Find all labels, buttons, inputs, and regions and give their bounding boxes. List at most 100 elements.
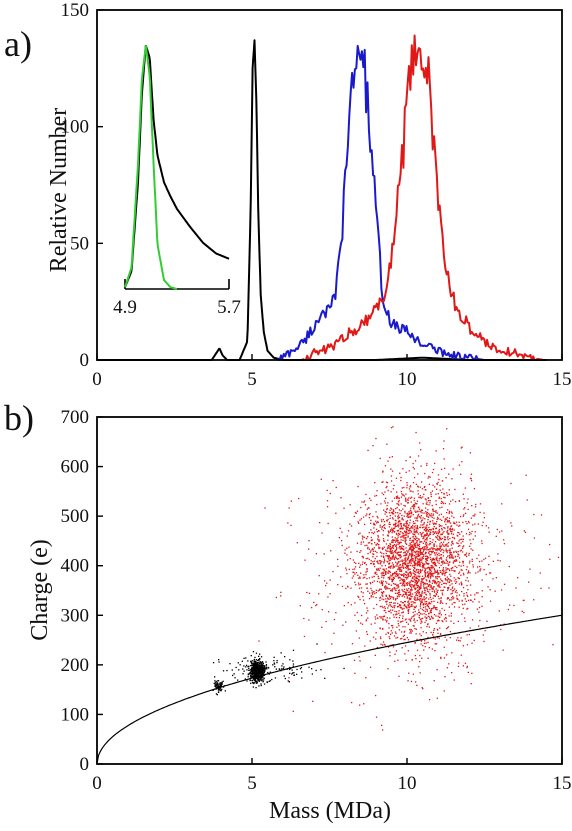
scatter-point (219, 688, 221, 690)
scatter-point (391, 589, 393, 591)
scatter-point (444, 502, 446, 505)
scatter-point (416, 638, 418, 641)
scatter-point (432, 572, 434, 575)
scatter-point (463, 617, 466, 619)
scatter-point (411, 552, 413, 554)
scatter-point (379, 457, 381, 460)
scatter-point (219, 689, 222, 692)
scatter-point (414, 525, 416, 527)
scatter-point (375, 638, 377, 640)
scatter-point (412, 549, 414, 552)
panel-a-xtick-label: 15 (553, 369, 572, 390)
scatter-point (400, 578, 402, 580)
scatter-point (453, 538, 456, 540)
scatter-point (430, 585, 432, 587)
scatter-point (442, 561, 444, 563)
scatter-point (391, 574, 394, 576)
scatter-point (224, 690, 226, 692)
scatter-point (214, 685, 217, 687)
scatter-point (408, 528, 411, 530)
scatter-point (419, 559, 421, 561)
scatter-point (455, 590, 457, 592)
scatter-point (425, 619, 427, 622)
scatter-point (469, 477, 472, 479)
scatter-point (419, 598, 421, 600)
scatter-point (395, 565, 397, 567)
scatter-point (438, 539, 440, 541)
scatter-point (412, 533, 414, 535)
scatter-point (420, 515, 423, 517)
scatter-point (416, 584, 418, 587)
scatter-point (427, 585, 429, 587)
scatter-point (259, 662, 262, 664)
scatter-point (405, 520, 407, 523)
scatter-point (396, 540, 398, 542)
scatter-point (392, 573, 394, 575)
scatter-point (412, 462, 414, 465)
scatter-point (420, 587, 422, 589)
scatter-point (435, 500, 437, 502)
scatter-point (425, 632, 427, 634)
scatter-point (414, 532, 416, 534)
scatter-point (265, 661, 267, 663)
scatter-point (387, 539, 389, 541)
scatter-point (382, 574, 384, 577)
scatter-point (437, 615, 439, 617)
scatter-point (364, 544, 366, 547)
scatter-point (395, 508, 397, 510)
scatter-point (341, 544, 343, 547)
scatter-point (220, 684, 222, 686)
scatter-point (398, 612, 400, 614)
scatter-point (427, 657, 429, 659)
scatter-point (326, 489, 328, 492)
scatter-point (401, 601, 403, 604)
scatter-point (394, 572, 396, 575)
fit-curve (96, 614, 563, 765)
scatter-point (467, 508, 469, 511)
scatter-point (391, 470, 394, 472)
scatter-point (353, 515, 355, 518)
scatter-point (217, 680, 219, 682)
scatter-point (467, 595, 469, 598)
scatter-point (380, 617, 382, 619)
scatter-point (431, 590, 433, 593)
scatter-point (253, 662, 255, 664)
scatter-point (414, 587, 416, 589)
scatter-point (442, 572, 444, 574)
scatter-point (411, 558, 413, 560)
scatter-point (406, 637, 408, 639)
scatter-point (460, 447, 462, 449)
scatter-point (427, 574, 430, 576)
scatter-point (456, 560, 458, 562)
scatter-point (398, 566, 400, 568)
scatter-point (383, 598, 385, 601)
panel-b-xlabel: Mass (MDa) (269, 798, 391, 824)
scatter-point (441, 607, 443, 610)
scatter-point (411, 659, 413, 661)
scatter-point (429, 531, 431, 533)
scatter-point (432, 575, 434, 578)
scatter-point (251, 667, 253, 669)
scatter-point (398, 594, 400, 596)
scatter-point (440, 545, 442, 548)
scatter-point (404, 540, 406, 542)
scatter-point (389, 530, 391, 532)
scatter-point (432, 597, 434, 599)
scatter-point (416, 524, 418, 527)
scatter-point (379, 597, 381, 599)
scatter-point (395, 512, 397, 514)
scatter-point (442, 563, 444, 565)
scatter-point (366, 578, 368, 580)
scatter-point (451, 567, 453, 569)
scatter-point (368, 517, 371, 519)
scatter-point (399, 567, 401, 569)
scatter-point (393, 566, 395, 568)
scatter-point (372, 445, 374, 447)
scatter-point (409, 598, 411, 600)
scatter-point (391, 551, 393, 553)
scatter-point (395, 477, 398, 479)
scatter-point (406, 606, 408, 608)
scatter-point (396, 575, 398, 577)
scatter-point (437, 516, 439, 518)
scatter-point (449, 527, 451, 529)
